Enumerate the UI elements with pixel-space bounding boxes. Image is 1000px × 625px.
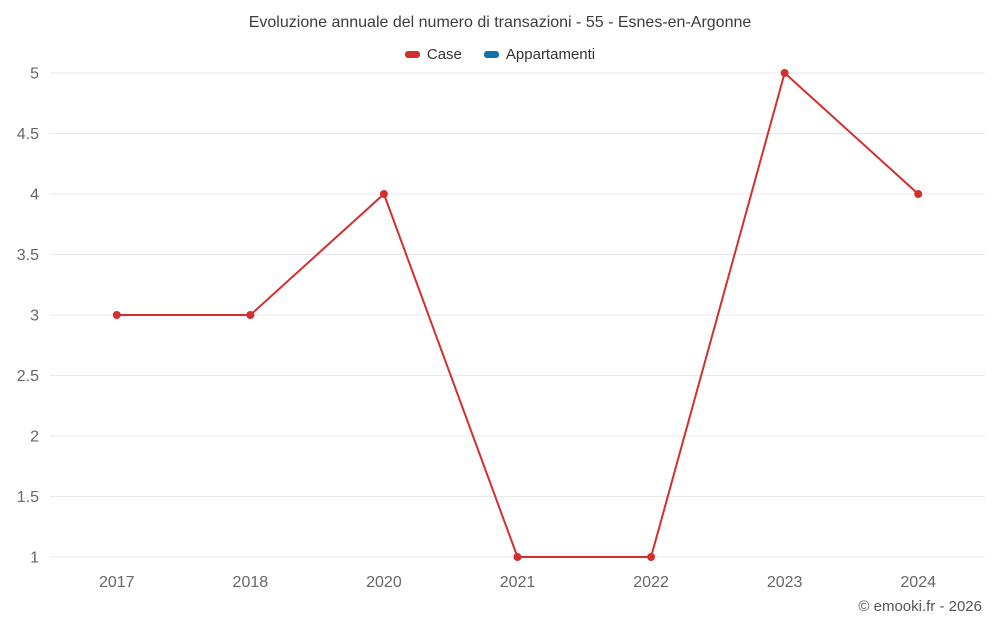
data-point-case-2023[interactable] xyxy=(780,69,789,77)
legend: Case Appartamenti xyxy=(0,46,1000,63)
data-point-case-2021[interactable] xyxy=(513,553,522,561)
x-tick-label: 2018 xyxy=(233,574,269,591)
legend-swatch-case-icon xyxy=(404,51,420,58)
x-tick-label: 2017 xyxy=(99,574,135,591)
data-point-case-2018[interactable] xyxy=(246,311,255,319)
chart-title: Evoluzione annuale del numero di transaz… xyxy=(248,14,752,31)
legend-item-case[interactable]: Case xyxy=(404,46,462,63)
y-tick-label: 2 xyxy=(30,429,39,446)
y-tick-label: 3.5 xyxy=(17,247,39,264)
legend-swatch-appartamenti-icon xyxy=(483,51,499,58)
legend-item-appartamenti[interactable]: Appartamenti xyxy=(483,46,596,63)
data-point-case-2017[interactable] xyxy=(112,311,121,319)
y-tick-label: 4.5 xyxy=(17,126,39,143)
x-tick-label: 2020 xyxy=(366,574,402,591)
x-tick-label: 2023 xyxy=(767,574,803,591)
data-point-case-2024[interactable] xyxy=(914,190,923,198)
x-tick-label: 2021 xyxy=(500,574,536,591)
y-tick-label: 1.5 xyxy=(17,489,39,506)
y-tick-label: 1 xyxy=(30,550,39,567)
legend-label-appartamenti: Appartamenti xyxy=(505,46,596,63)
y-tick-label: 5 xyxy=(30,66,39,83)
x-tick-label: 2022 xyxy=(633,574,669,591)
y-tick-label: 2.5 xyxy=(17,368,39,385)
y-tick-label: 4 xyxy=(30,187,39,204)
x-tick-label: 2024 xyxy=(900,574,936,591)
data-point-case-2020[interactable] xyxy=(379,190,388,198)
data-point-case-2022[interactable] xyxy=(647,553,656,561)
legend-label-case: Case xyxy=(426,46,462,63)
y-tick-label: 3 xyxy=(30,308,39,325)
copyright-credit: © emooki.fr - 2026 xyxy=(858,598,982,615)
